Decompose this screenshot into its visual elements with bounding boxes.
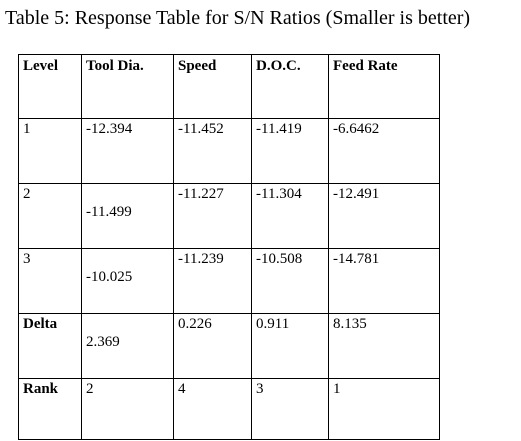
- cell-tool-dia: 2: [81, 378, 174, 440]
- cell-speed: 0.226: [173, 313, 252, 379]
- cell-speed: -11.239: [173, 248, 252, 314]
- table-row: 2 -11.499 -11.227 -11.304 -12.491: [18, 183, 440, 249]
- table-row: Rank 2 4 3 1: [18, 378, 440, 440]
- cell-speed: -11.452: [173, 118, 252, 184]
- header-doc: D.O.C.: [251, 54, 329, 119]
- header-tool-dia: Tool Dia.: [81, 54, 174, 119]
- cell-level: Delta: [18, 313, 82, 379]
- cell-feed-rate: -14.781: [328, 248, 440, 314]
- cell-feed-rate: 1: [328, 378, 440, 440]
- cell-doc: -10.508: [251, 248, 329, 314]
- cell-doc: -11.419: [251, 118, 329, 184]
- cell-tool-dia: -11.499: [81, 183, 174, 249]
- cell-feed-rate: -6.6462: [328, 118, 440, 184]
- response-table: Level Tool Dia. Speed D.O.C. Feed Rate 1…: [18, 54, 440, 440]
- table-row: 3 -10.025 -11.239 -10.508 -14.781: [18, 248, 440, 314]
- table-row: 1 -12.394 -11.452 -11.419 -6.6462: [18, 118, 440, 184]
- cell-level: 1: [18, 118, 82, 184]
- header-level: Level: [18, 54, 82, 119]
- cell-tool-dia-value: -11.499: [86, 204, 132, 220]
- header-feed-rate: Feed Rate: [328, 54, 440, 119]
- cell-level: Rank: [18, 378, 82, 440]
- cell-tool-dia-value: 2.369: [86, 334, 120, 350]
- cell-tool-dia-value: -10.025: [86, 269, 133, 285]
- cell-speed: -11.227: [173, 183, 252, 249]
- cell-doc: 3: [251, 378, 329, 440]
- cell-tool-dia: 2.369: [81, 313, 174, 379]
- header-speed: Speed: [173, 54, 252, 119]
- cell-doc: 0.911: [251, 313, 329, 379]
- cell-tool-dia: -10.025: [81, 248, 174, 314]
- table-caption: Table 5: Response Table for S/N Ratios (…: [5, 7, 471, 29]
- cell-level: 3: [18, 248, 82, 314]
- cell-level: 2: [18, 183, 82, 249]
- header-row: Level Tool Dia. Speed D.O.C. Feed Rate: [18, 54, 440, 119]
- table-row: Delta 2.369 0.226 0.911 8.135: [18, 313, 440, 379]
- cell-doc: -11.304: [251, 183, 329, 249]
- cell-feed-rate: 8.135: [328, 313, 440, 379]
- cell-feed-rate: -12.491: [328, 183, 440, 249]
- cell-tool-dia: -12.394: [81, 118, 174, 184]
- cell-speed: 4: [173, 378, 252, 440]
